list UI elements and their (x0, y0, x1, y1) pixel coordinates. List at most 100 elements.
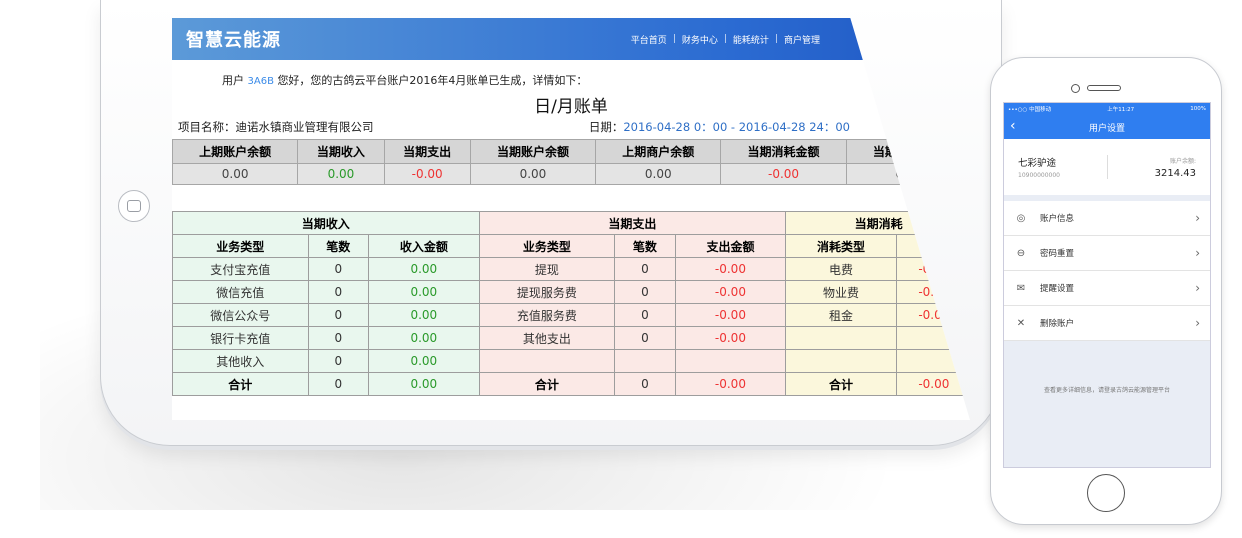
cell: -0.00 (674, 303, 787, 327)
col-header: 业务类型 (172, 234, 309, 258)
phone-home-button[interactable] (1087, 474, 1125, 512)
date-label: 日期： (588, 120, 624, 134)
menu-label: 账户信息 (1040, 214, 1075, 224)
battery: 100% (1190, 106, 1206, 112)
user-icon: ◎ (1016, 212, 1026, 224)
date-range: 2016-04-28 0：00 - 2016-04-28 24：00 (623, 120, 850, 134)
cell: 0 (307, 280, 370, 304)
tablet-home-button[interactable] (118, 190, 150, 222)
cell: 物业费 (785, 280, 897, 304)
greeting: 用户 3A6B 您好，您的古鸽云平台账户2016年4月账单已生成，详情如下： (222, 72, 970, 88)
chevron-left-icon[interactable]: ‹ (1010, 118, 1016, 134)
cell: 0 (614, 303, 676, 327)
summary-header: 当期消耗金额 (720, 139, 847, 164)
cell: -0.00 (674, 280, 787, 304)
nav-finance[interactable]: 财务中心 (681, 35, 718, 46)
menu-item-account-info[interactable]: ◎ 账户信息 › (1004, 201, 1210, 236)
chevron-right-icon: › (1195, 246, 1200, 260)
cell: 其他支出 (478, 326, 616, 350)
date-info: 日期：2016-04-28 0：00 - 2016-04-28 24：00 (589, 119, 850, 135)
home-icon (127, 200, 141, 212)
total-label: 合计 (785, 372, 897, 396)
table-row: 微信公众号 0 0.00 充值服务费 0 -0.00 租金 -0.00 (172, 303, 970, 327)
camera-icon (1071, 84, 1080, 93)
cell (614, 349, 676, 373)
account-id: 10900000000 (1018, 172, 1060, 179)
chevron-right-icon: › (1195, 281, 1200, 295)
phone-title: 用户设置 (1088, 123, 1125, 134)
mail-icon: ✉ (1016, 282, 1026, 294)
greeting-text: 您好，您的古鸽云平台账户2016年4月账单已生成，详情如下： (277, 74, 588, 87)
menu-label: 删除账户 (1040, 319, 1075, 329)
table-row: 支付宝充值 0 0.00 提现 0 -0.00 电费 -0.00 (172, 257, 970, 281)
total-label: 合计 (478, 372, 616, 396)
cell: 提现服务费 (478, 280, 616, 304)
col-header: 收入金额 (368, 234, 480, 258)
cell: 微信公众号 (172, 303, 309, 327)
cell: 支付宝充值 (172, 257, 309, 281)
cell: 租金 (785, 303, 897, 327)
summary-header-row: 上期账户余额 当期收入 当期支出 当期账户余额 上期商户余额 当期消耗金额 当期… (172, 139, 970, 164)
cell (674, 349, 787, 373)
col-header: 笔数 (614, 234, 676, 258)
account-info: 七彩驴途 10900000000 (1018, 155, 1108, 179)
cell: 微信充值 (172, 280, 309, 304)
cell (785, 326, 897, 350)
nav-home[interactable]: 平台首页 (630, 35, 667, 46)
cell: 0 (307, 349, 370, 373)
cell: 0 (307, 326, 370, 350)
cell: 银行卡充值 (172, 326, 309, 350)
summary-header: 上期商户余额 (595, 139, 722, 164)
cell: 0.00 (368, 280, 480, 304)
cell: 其他收入 (172, 349, 309, 373)
cell: 0.00 (368, 303, 480, 327)
lock-icon: ⊖ (1016, 247, 1026, 259)
detail-table: 当期收入 当期支出 当期消耗 业务类型 笔数 收入金额 业务类型 笔数 支出金额… (172, 211, 970, 396)
menu-item-delete-account[interactable]: ✕ 删除账户 › (1004, 306, 1210, 341)
summary-value: -0.00 (383, 163, 471, 185)
cell: 0 (614, 257, 676, 281)
balance-value: 3214.43 (1154, 167, 1196, 179)
balance-label: 账户余额: (1169, 157, 1196, 165)
section-header-row: 当期收入 当期支出 当期消耗 (172, 211, 970, 235)
close-icon: ✕ (1016, 317, 1026, 329)
summary-value: -0.00 (720, 163, 847, 185)
cell: 0 (307, 372, 370, 396)
nav-energy[interactable]: 能耗统计 (732, 35, 769, 46)
chevron-right-icon: › (1195, 211, 1200, 225)
summary-value: 0.00 (469, 163, 597, 185)
section-income: 当期收入 (172, 211, 480, 235)
summary-value-row: 0.00 0.00 -0.00 0.00 0.00 -0.00 0.00 (172, 163, 970, 185)
cell: -0.00 (674, 257, 787, 281)
balance-info: 账户余额: 3214.43 (1108, 156, 1196, 179)
nav-merchants[interactable]: 商户管理 (783, 35, 820, 46)
cell (478, 349, 616, 373)
main-nav: 平台首页 | 财务中心 | 能耗统计 | 商户管理 (630, 34, 820, 46)
col-header: 消耗类型 (785, 234, 897, 258)
cell: 0.00 (368, 372, 480, 396)
total-row: 合计 0 0.00 合计 0 -0.00 合计 -0.00 (172, 372, 970, 396)
total-label: 合计 (172, 372, 309, 396)
cell (785, 349, 897, 373)
top-navigation-bar: 智慧云能源 平台首页 | 财务中心 | 能耗统计 | 商户管理 (172, 18, 970, 60)
summary-header: 当期支出 (383, 139, 471, 164)
summary-table: 上期账户余额 当期收入 当期支出 当期账户余额 上期商户余额 当期消耗金额 当期… (172, 139, 970, 185)
cell: 0 (614, 280, 676, 304)
cell: 充值服务费 (478, 303, 616, 327)
menu-item-reminder-settings[interactable]: ✉ 提醒设置 › (1004, 271, 1210, 306)
project-name: 项目名称：迪诺水镇商业管理有限公司 (178, 120, 374, 134)
bill-title: 日/月账单 (534, 97, 608, 117)
column-header-row: 业务类型 笔数 收入金额 业务类型 笔数 支出金额 消耗类型 金额 (172, 234, 970, 258)
summary-header: 当期账户余额 (469, 139, 597, 164)
col-header: 支出金额 (674, 234, 787, 258)
phone-header: ‹ 用户设置 (1004, 115, 1210, 139)
username: 3A6B (247, 76, 274, 87)
table-row: 微信充值 0 0.00 提现服务费 0 -0.00 物业费 -0.00 (172, 280, 970, 304)
summary-header: 上期账户余额 (172, 139, 299, 164)
greeting-prefix: 用户 (222, 74, 244, 87)
summary-value: 0.00 (297, 163, 385, 185)
table-row: 其他收入 0 0.00 (172, 349, 970, 373)
status-bar: •••○○ 中国移动 上午11:27 100% (1004, 103, 1210, 115)
phone-device: •••○○ 中国移动 上午11:27 100% ‹ 用户设置 七彩驴途 1090… (990, 57, 1222, 525)
menu-item-password-reset[interactable]: ⊖ 密码重置 › (1004, 236, 1210, 271)
